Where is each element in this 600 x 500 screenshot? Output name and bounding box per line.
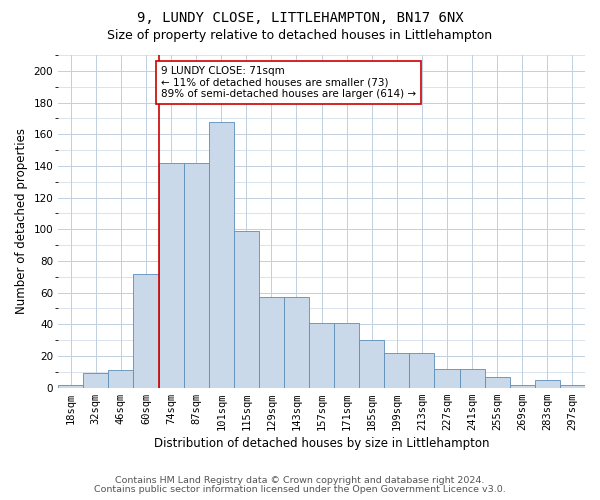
Bar bbox=[58, 384, 83, 388]
Text: Contains HM Land Registry data © Crown copyright and database right 2024.: Contains HM Land Registry data © Crown c… bbox=[115, 476, 485, 485]
Bar bbox=[234, 231, 259, 388]
Bar bbox=[485, 376, 510, 388]
Bar bbox=[158, 162, 184, 388]
Bar bbox=[334, 322, 359, 388]
X-axis label: Distribution of detached houses by size in Littlehampton: Distribution of detached houses by size … bbox=[154, 437, 490, 450]
Bar bbox=[434, 368, 460, 388]
Bar bbox=[259, 298, 284, 388]
Bar bbox=[184, 162, 209, 388]
Bar bbox=[409, 353, 434, 388]
Y-axis label: Number of detached properties: Number of detached properties bbox=[15, 128, 28, 314]
Text: 9, LUNDY CLOSE, LITTLEHAMPTON, BN17 6NX: 9, LUNDY CLOSE, LITTLEHAMPTON, BN17 6NX bbox=[137, 12, 463, 26]
Bar bbox=[284, 298, 309, 388]
Bar bbox=[560, 384, 585, 388]
Bar bbox=[109, 370, 133, 388]
Bar bbox=[535, 380, 560, 388]
Text: 9 LUNDY CLOSE: 71sqm
← 11% of detached houses are smaller (73)
89% of semi-detac: 9 LUNDY CLOSE: 71sqm ← 11% of detached h… bbox=[161, 66, 416, 100]
Bar bbox=[359, 340, 385, 388]
Text: Contains public sector information licensed under the Open Government Licence v3: Contains public sector information licen… bbox=[94, 485, 506, 494]
Bar bbox=[133, 274, 158, 388]
Bar bbox=[510, 384, 535, 388]
Bar bbox=[385, 353, 409, 388]
Bar bbox=[309, 322, 334, 388]
Text: Size of property relative to detached houses in Littlehampton: Size of property relative to detached ho… bbox=[107, 28, 493, 42]
Bar bbox=[209, 122, 234, 388]
Bar bbox=[460, 368, 485, 388]
Bar bbox=[83, 374, 109, 388]
